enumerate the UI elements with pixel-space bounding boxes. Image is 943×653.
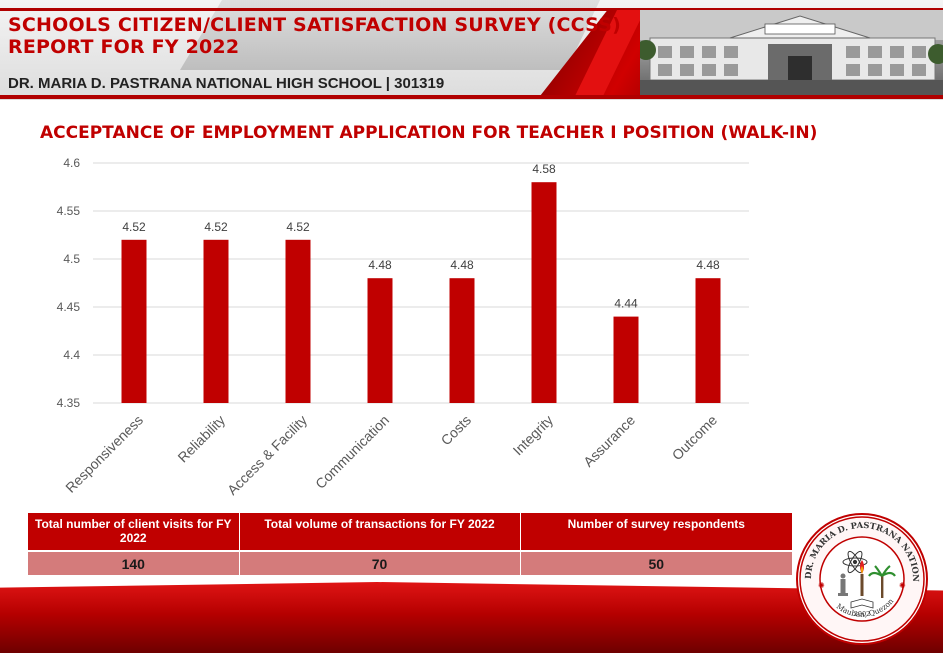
chart-title: ACCEPTANCE OF EMPLOYMENT APPLICATION FOR… <box>40 123 818 143</box>
respondents-value: 50 <box>520 550 792 575</box>
bar-outcome <box>695 278 721 403</box>
seal-year: 2002 <box>854 610 871 618</box>
bar-responsiveness <box>121 239 147 403</box>
y-tick-label: 4.4 <box>63 348 80 362</box>
header-top-rule <box>0 8 943 11</box>
report-title: SCHOOLS CITIZEN/CLIENT SATISFACTION SURV… <box>8 14 621 58</box>
report-title-line2: REPORT FOR FY 2022 <box>8 36 240 58</box>
y-tick-label: 4.5 <box>63 252 80 266</box>
book-icon <box>850 598 874 609</box>
x-category-label: Communication <box>312 412 392 492</box>
y-tick-label: 4.6 <box>63 156 80 170</box>
school-seal-logo: DR. MARIA D. PASTRANA NATIONAL HIGH SCHO… <box>795 512 928 645</box>
y-tick-label: 4.45 <box>57 300 81 314</box>
x-category-label: Costs <box>437 412 474 449</box>
seal-star-right-icon: ✺ <box>899 581 906 590</box>
bar-chart: 4.354.44.454.54.554.6 4.52 4.52 4.524.48 4.… <box>57 156 749 498</box>
x-category-label: Assurance <box>580 412 638 470</box>
header-bottom-rule <box>0 95 943 99</box>
x-category-label: Outcome <box>669 412 721 464</box>
palm-tree-icon <box>868 565 896 598</box>
chart-gridlines <box>93 162 749 404</box>
school-name: DR. MARIA D. PASTRANA NATIONAL HIGH SCHO… <box>8 75 445 92</box>
summary-header-row: Total number of client visits for FY 202… <box>28 513 792 551</box>
bar-value-label: 4.48 <box>450 258 474 272</box>
bar-value-label: 4.52 <box>204 220 228 234</box>
value-labels: 4.52 4.52 4.52 4.48 4.48 4.58 4.44 4.48 <box>122 162 720 310</box>
bar-value-label: 4.52 <box>286 220 310 234</box>
seal-star-left-icon: ✺ <box>818 581 825 590</box>
bar-value-label: 4.52 <box>122 220 146 234</box>
bar-reliability <box>203 239 229 403</box>
summary-value-row: 140 70 50 <box>28 550 792 575</box>
chart-bars <box>121 182 721 403</box>
bar-value-label: 4.48 <box>368 258 392 272</box>
y-axis-ticks: 4.35 4.4 4.45 4.5 4.55 4.6 <box>57 156 81 410</box>
y-tick-label: 4.35 <box>57 396 81 410</box>
x-category-label: Integrity <box>510 412 557 459</box>
header-watermark <box>180 0 600 70</box>
x-category-label: Reliability <box>174 412 228 466</box>
x-category-label: Access & Facility <box>224 412 310 498</box>
bar-value-label: 4.48 <box>696 258 720 272</box>
bar-value-label: 4.58 <box>532 162 556 176</box>
report-title-line1: SCHOOLS CITIZEN/CLIENT SATISFACTION SURV… <box>8 14 621 36</box>
header-banner: SCHOOLS CITIZEN/CLIENT SATISFACTION SURV… <box>0 0 943 100</box>
bar-communication <box>367 278 393 403</box>
client-visits-value: 140 <box>28 550 240 575</box>
footer-band <box>0 582 943 653</box>
respondents-header: Number of survey respondents <box>520 513 792 551</box>
client-visits-header: Total number of client visits for FY 202… <box>28 513 240 551</box>
statue-icon <box>838 573 848 596</box>
bar-integrity <box>531 182 557 403</box>
transactions-value: 70 <box>239 550 521 575</box>
torch-icon <box>860 560 864 596</box>
school-building-icon <box>640 10 943 96</box>
transactions-header: Total volume of transactions for FY 2022 <box>239 513 521 551</box>
summary-table: Total number of client visits for FY 202… <box>28 513 792 575</box>
x-category-label: Responsiveness <box>62 412 146 496</box>
atom-icon <box>842 550 868 574</box>
bar-access-facility <box>285 239 311 403</box>
bar-assurance <box>613 316 639 403</box>
school-building-photo <box>640 10 943 96</box>
bar-value-label: 4.44 <box>614 297 638 311</box>
bar-costs <box>449 278 475 403</box>
y-tick-label: 4.55 <box>57 204 81 218</box>
